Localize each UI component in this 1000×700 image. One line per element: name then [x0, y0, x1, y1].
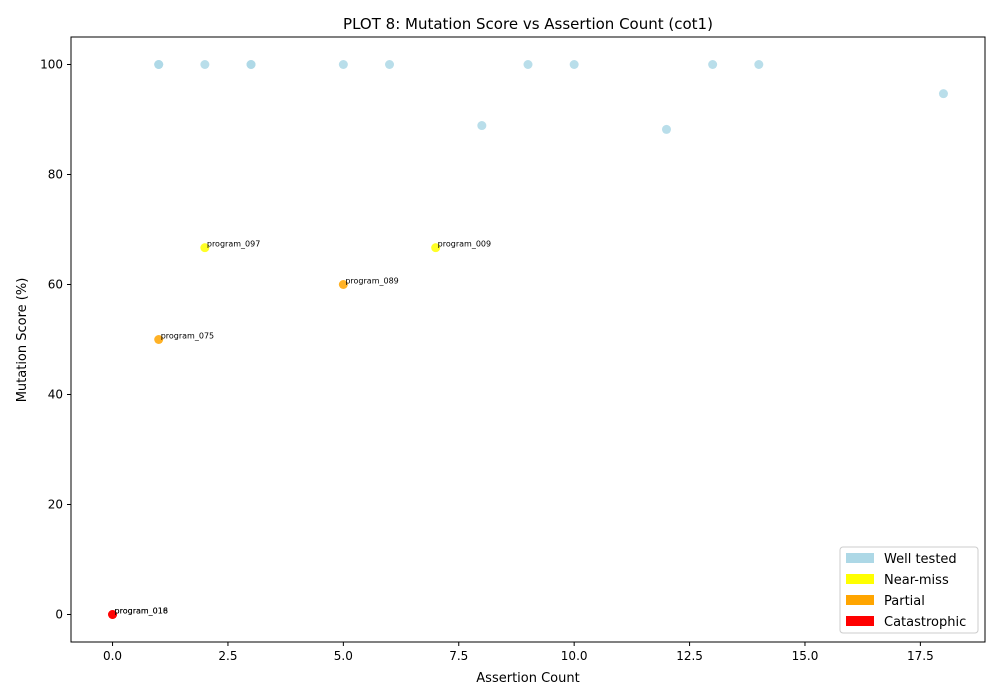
chart-title: PLOT 8: Mutation Score vs Assertion Coun… — [343, 15, 713, 33]
data-point-well — [154, 60, 164, 69]
data-point-well — [938, 89, 948, 99]
data-point-label: program_018 — [115, 607, 168, 616]
data-point-well — [754, 60, 764, 69]
data-point-well — [338, 60, 348, 69]
legend-label-cat: Catastrophic — [884, 615, 966, 630]
data-point-well — [385, 60, 395, 69]
y-tick-label: 40 — [48, 388, 63, 402]
data-point-well — [200, 60, 210, 69]
data-point-label: program_097 — [207, 240, 260, 249]
data-point-label: program_009 — [438, 240, 491, 249]
x-tick-label: 15.0 — [792, 649, 819, 663]
y-tick-label: 100 — [40, 58, 63, 72]
plot-frame — [70, 36, 986, 643]
data-point-cat — [108, 610, 118, 619]
x-axis-label: Assertion Count — [476, 671, 579, 686]
legend-swatch-near — [846, 574, 874, 584]
data-point-partial — [154, 335, 164, 344]
legend-box — [839, 546, 979, 634]
x-axis-ticks: 0.0 2.5 5.0 7.5 10.0 12.5 15.0 17.5 — [103, 642, 934, 663]
x-tick-label: 17.5 — [907, 649, 934, 663]
legend-swatch-partial — [846, 595, 874, 605]
x-tick-label: 7.5 — [449, 649, 468, 663]
y-tick-label: 20 — [48, 498, 63, 512]
legend-swatch-well — [846, 553, 874, 563]
y-tick-label: 80 — [48, 168, 63, 182]
y-tick-label: 0 — [55, 608, 63, 622]
legend-swatch-cat — [846, 616, 874, 626]
data-point-partial — [338, 280, 348, 289]
x-tick-label: 12.5 — [676, 649, 703, 663]
y-axis-ticks: 0 20 40 60 80 100 — [40, 58, 71, 622]
legend-label-near: Near-miss — [884, 573, 949, 588]
y-tick-label: 60 — [48, 278, 63, 292]
data-point-label: program_016 — [115, 607, 168, 616]
data-point-well — [477, 121, 487, 131]
data-point-well — [708, 60, 718, 69]
x-tick-label: 5.0 — [334, 649, 353, 663]
x-tick-label: 10.0 — [561, 649, 588, 663]
data-point-near — [200, 243, 210, 253]
x-tick-label: 0.0 — [103, 649, 122, 663]
data-point-label: program_089 — [345, 277, 398, 286]
data-point-well — [246, 60, 256, 69]
data-point-well — [569, 60, 579, 69]
legend-label-well: Well tested — [884, 552, 957, 567]
data-point-near — [431, 243, 441, 253]
data-point-well — [661, 124, 671, 134]
legend-label-partial: Partial — [884, 594, 925, 609]
x-tick-label: 2.5 — [218, 649, 237, 663]
data-point-well — [523, 60, 533, 69]
data-point-label: program_075 — [161, 332, 214, 341]
plot-area: program_097 program_009 program_089program… — [108, 60, 948, 619]
legend: Well tested Near-miss Partial Catastrophic — [839, 546, 979, 634]
y-axis-label: Mutation Score (%) — [15, 278, 30, 403]
